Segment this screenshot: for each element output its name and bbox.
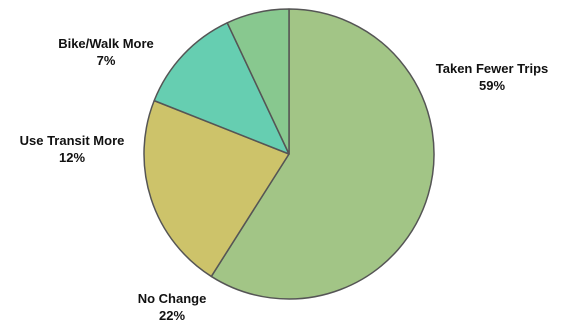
slice-label-use-transit-more-name: Use Transit More	[19, 133, 125, 148]
pie-slice-bike-walk-more	[226, 8, 290, 155]
pie-slice-use-transit-more	[153, 22, 290, 155]
slice-label-no-change: No Change 22%	[112, 290, 232, 324]
pie-slice-taken-fewer-trips	[210, 8, 435, 300]
slice-label-use-transit-more-value: 12%	[58, 150, 86, 165]
slice-label-bike-walk-more-name: Bike/Walk More	[58, 36, 154, 51]
slice-label-bike-walk-more-value: 7%	[96, 53, 116, 68]
pie-slice-no-change	[143, 99, 290, 278]
slice-label-taken-fewer-trips-name: Taken Fewer Trips	[435, 61, 549, 76]
slice-label-taken-fewer-trips: Taken Fewer Trips 59%	[412, 60, 568, 94]
pie-slices	[143, 8, 435, 300]
slice-label-bike-walk-more: Bike/Walk More 7%	[36, 35, 176, 69]
slice-label-taken-fewer-trips-value: 59%	[478, 78, 506, 93]
slice-label-no-change-name: No Change	[137, 291, 207, 306]
slice-label-use-transit-more: Use Transit More 12%	[0, 132, 144, 166]
slice-label-no-change-value: 22%	[158, 308, 186, 323]
